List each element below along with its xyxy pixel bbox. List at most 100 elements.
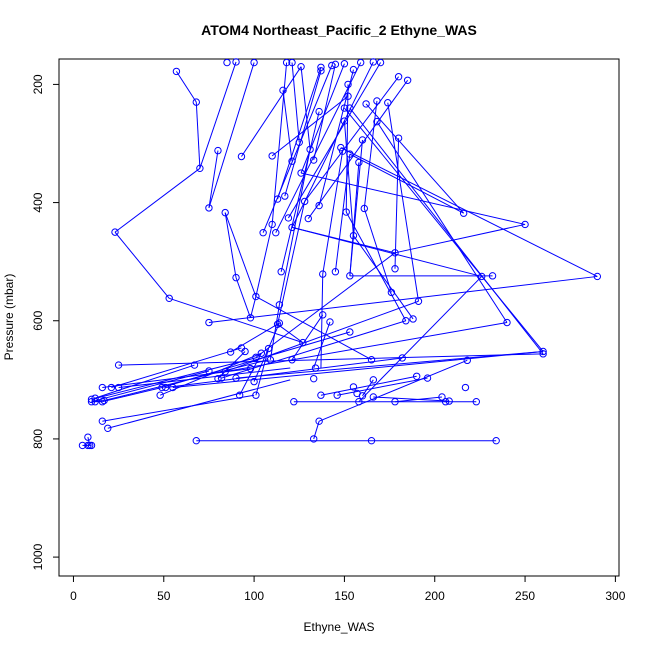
- data-point: [290, 397, 298, 406]
- connecting-line: [221, 320, 406, 379]
- connecting-line: [277, 67, 322, 200]
- connecting-line: [111, 347, 242, 388]
- connecting-line: [255, 224, 273, 297]
- connecting-line: [394, 138, 400, 269]
- data-point: [221, 367, 229, 376]
- data-point: [91, 397, 99, 406]
- data-point: [232, 374, 240, 382]
- connecting-line: [334, 154, 351, 272]
- data-point: [281, 192, 289, 200]
- connecting-line: [363, 100, 378, 209]
- data-point: [299, 338, 307, 347]
- data-point: [259, 229, 267, 237]
- data-point: [376, 58, 385, 67]
- data-point: [373, 117, 381, 126]
- connecting-line: [373, 396, 450, 402]
- connecting-line: [235, 277, 251, 318]
- data-point: [264, 344, 273, 353]
- connecting-line: [241, 66, 302, 157]
- data-point: [252, 292, 260, 301]
- data-point: [539, 350, 547, 358]
- data-point: [273, 195, 282, 203]
- connecting-line: [102, 387, 163, 403]
- data-point: [391, 249, 399, 257]
- data-point: [279, 86, 287, 95]
- data-point: [288, 157, 296, 165]
- x-tick-label: 0: [70, 589, 77, 603]
- data-point: [353, 389, 361, 398]
- data-point: [409, 315, 417, 323]
- data-point: [268, 152, 276, 160]
- data-point: [358, 136, 367, 144]
- connecting-line: [169, 297, 304, 344]
- data-point: [205, 204, 213, 212]
- data-point: [414, 297, 423, 305]
- data-point: [295, 138, 303, 147]
- data-point: [337, 143, 345, 152]
- data-point: [344, 92, 352, 100]
- data-point: [340, 117, 349, 125]
- data-point: [539, 347, 547, 356]
- data-point: [297, 169, 305, 177]
- data-point: [161, 383, 170, 392]
- data-point: [205, 318, 213, 327]
- connecting-line: [175, 71, 197, 103]
- data-point: [503, 318, 511, 327]
- data-point: [355, 397, 363, 406]
- data-point: [328, 61, 336, 70]
- data-point: [461, 383, 470, 392]
- x-tick-label: 300: [605, 589, 625, 603]
- x-axis-label: Ethyne_WAS: [304, 620, 375, 634]
- connecting-line: [349, 107, 544, 355]
- data-point: [369, 376, 378, 384]
- connecting-line: [107, 379, 291, 429]
- data-point: [373, 97, 381, 105]
- data-point: [91, 394, 99, 402]
- data-point: [478, 272, 486, 281]
- data-point: [196, 164, 204, 173]
- data-point: [441, 397, 450, 406]
- data-point: [346, 328, 354, 336]
- y-tick-label: 800: [31, 429, 45, 449]
- data-point: [355, 158, 363, 167]
- data-point: [340, 104, 349, 112]
- data-point: [226, 348, 235, 356]
- data-point: [367, 356, 376, 364]
- data-point: [463, 356, 471, 365]
- data-point: [394, 73, 403, 81]
- data-point: [158, 383, 166, 392]
- data-point: [331, 60, 340, 69]
- data-point: [319, 311, 327, 319]
- data-point: [300, 197, 309, 206]
- connecting-line: [343, 121, 354, 236]
- data-point: [326, 318, 334, 326]
- data-point: [459, 209, 468, 217]
- data-point: [369, 58, 378, 66]
- connecting-line: [114, 231, 170, 299]
- connecting-line: [304, 76, 400, 202]
- connecting-line: [217, 351, 246, 380]
- connecting-line: [318, 359, 468, 422]
- data-point: [349, 65, 358, 74]
- x-tick-label: 150: [334, 589, 354, 603]
- data-point: [369, 393, 378, 401]
- connecting-line: [235, 350, 544, 379]
- data-point: [275, 301, 284, 309]
- connecting-line: [118, 367, 291, 389]
- data-point: [297, 62, 305, 71]
- connecting-line: [102, 394, 255, 422]
- data-point: [492, 436, 500, 445]
- data-point: [275, 319, 284, 327]
- data-point: [272, 229, 280, 237]
- data-point: [391, 265, 399, 273]
- data-point: [84, 433, 92, 441]
- connecting-line: [208, 150, 219, 208]
- data-point: [232, 273, 240, 282]
- data-point: [394, 134, 403, 142]
- data-point: [521, 220, 529, 229]
- data-point: [311, 364, 320, 372]
- x-tick-label: 50: [157, 589, 171, 603]
- data-point: [111, 228, 119, 236]
- connecting-line: [255, 296, 372, 361]
